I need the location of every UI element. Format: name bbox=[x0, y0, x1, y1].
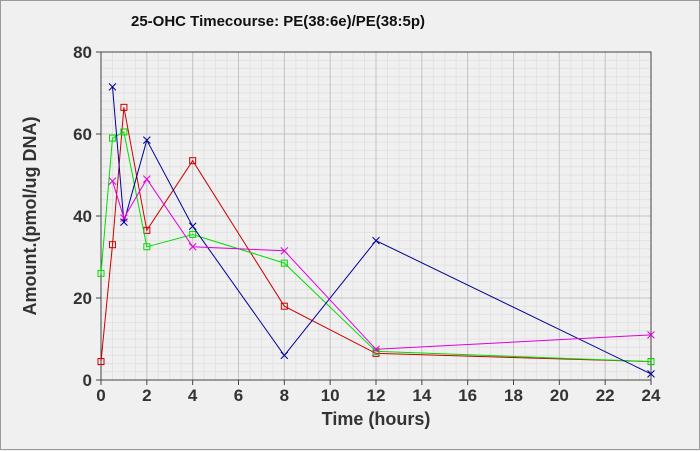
x-axis-label: Time (hours) bbox=[322, 409, 431, 429]
x-tick-label: 2 bbox=[142, 386, 151, 405]
x-tick-label: 0 bbox=[96, 386, 105, 405]
data-point bbox=[647, 331, 655, 339]
data-point bbox=[372, 347, 380, 355]
data-point bbox=[142, 175, 151, 183]
data-point bbox=[120, 214, 128, 222]
y-tick-label: 0 bbox=[83, 371, 92, 390]
data-point bbox=[108, 134, 116, 142]
x-tick-label: 8 bbox=[280, 386, 289, 405]
x-tick-label: 18 bbox=[504, 386, 523, 405]
x-tick-label: 22 bbox=[596, 386, 615, 405]
y-axis-label: Amount.(pmol/ug DNA) bbox=[20, 117, 40, 316]
series-line bbox=[112, 178, 652, 350]
data-point bbox=[189, 230, 197, 238]
x-tick-label: 12 bbox=[367, 386, 386, 405]
data-point bbox=[97, 358, 105, 366]
data-point bbox=[143, 243, 151, 251]
data-point bbox=[647, 369, 655, 378]
data-point bbox=[280, 259, 288, 267]
series-layer bbox=[97, 82, 655, 378]
data-point bbox=[108, 82, 117, 91]
data-point bbox=[280, 302, 288, 310]
data-point bbox=[189, 157, 197, 165]
series-4 bbox=[108, 175, 655, 354]
data-point bbox=[188, 222, 197, 231]
data-point bbox=[280, 246, 289, 255]
x-tick-label: 24 bbox=[642, 386, 661, 405]
x-tick-label: 14 bbox=[412, 386, 431, 405]
x-tick-label: 4 bbox=[188, 386, 198, 405]
series-line bbox=[100, 107, 652, 363]
data-point bbox=[647, 358, 655, 366]
data-point bbox=[97, 269, 105, 277]
x-tick-label: 16 bbox=[458, 386, 477, 405]
data-point bbox=[372, 345, 380, 354]
series-2 bbox=[97, 128, 655, 366]
chart-title: 25-OHC Timecourse: PE(38:6e)/PE(38:5p) bbox=[131, 13, 425, 30]
x-tick-label: 6 bbox=[234, 386, 243, 405]
y-tick-label: 20 bbox=[73, 289, 92, 308]
data-point bbox=[372, 236, 380, 245]
data-point bbox=[142, 136, 151, 145]
x-tick-label: 10 bbox=[321, 386, 340, 405]
y-tick-label: 60 bbox=[73, 125, 92, 144]
y-tick-label: 80 bbox=[73, 43, 92, 62]
x-tick-label: 20 bbox=[550, 386, 569, 405]
data-point bbox=[108, 177, 117, 186]
tick-marks bbox=[96, 51, 652, 385]
data-point bbox=[120, 103, 128, 111]
y-tick-label: 40 bbox=[73, 207, 92, 226]
series-line bbox=[100, 131, 652, 363]
data-point bbox=[188, 242, 197, 251]
data-point bbox=[280, 351, 289, 360]
series-3 bbox=[108, 82, 655, 378]
data-point bbox=[120, 128, 128, 136]
data-point bbox=[108, 241, 116, 249]
